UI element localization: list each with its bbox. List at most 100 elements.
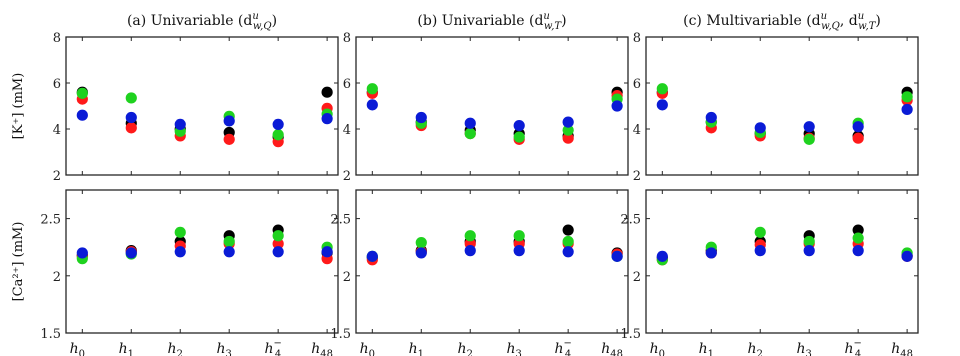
y-tick-label: 2.5 — [40, 213, 61, 228]
x-tick-label: h0 — [650, 341, 665, 356]
data-point — [852, 224, 864, 236]
y-tick-label: 2.5 — [620, 213, 641, 228]
data-point — [901, 250, 913, 262]
axes-frame — [645, 189, 919, 334]
y-tick-label: 2 — [633, 169, 641, 184]
y-tick-label: 2 — [53, 270, 61, 285]
data-point — [464, 117, 476, 129]
x-tick-label: h− 4 — [844, 338, 861, 356]
data-point — [611, 100, 623, 112]
data-point — [272, 118, 284, 130]
data-point — [415, 111, 427, 124]
data-point — [125, 122, 137, 134]
panel-title: (a) Univariable (du w,Q) — [127, 11, 277, 32]
panel-b-bottom: 1.5 2 2.5 h0 h1 h2 h3 h− 4 h48 — [330, 189, 629, 356]
data-point — [76, 247, 88, 259]
data-point — [803, 133, 815, 145]
data-point — [174, 246, 186, 258]
y-tick-label: 1.5 — [40, 327, 61, 342]
y-tick-label: 8 — [53, 31, 61, 46]
y-tick-label: 1.5 — [330, 327, 351, 342]
data-point — [754, 226, 766, 238]
data-point — [223, 133, 235, 145]
axes-frame — [65, 36, 339, 176]
data-point — [705, 247, 717, 259]
data-point — [464, 128, 476, 140]
axes-frame — [645, 36, 919, 176]
data-point — [76, 109, 88, 121]
x-tick-label: h− 4 — [264, 338, 281, 356]
y-tick-label: 1.5 — [620, 327, 641, 342]
data-point — [223, 235, 235, 248]
y-tick-label: 6 — [53, 77, 61, 92]
data-point — [852, 232, 864, 244]
y-tick-label: 2 — [53, 169, 61, 184]
axes-frame — [65, 189, 339, 334]
data-point — [754, 245, 766, 257]
y-tick-label: 8 — [633, 31, 641, 46]
y-tick-label: 8 — [343, 31, 351, 46]
y-tick-label: 6 — [633, 77, 641, 92]
data-point — [366, 250, 378, 262]
data-point — [125, 111, 137, 124]
data-point — [415, 237, 427, 249]
data-point — [656, 83, 668, 95]
data-point — [415, 247, 427, 259]
data-point — [513, 131, 525, 143]
x-tick-label: h3 — [216, 341, 231, 356]
data-point — [901, 103, 913, 116]
data-point — [125, 247, 137, 259]
y-axis-label: [Ca²⁺] (mM) — [11, 222, 26, 302]
y-tick-label: 2 — [633, 270, 641, 285]
x-tick-label: h48 — [311, 341, 333, 356]
data-point — [76, 87, 88, 99]
panel-c-top: 2 4 6 8 (c) Multivariable (du w,Q, du w,T) — [633, 11, 919, 184]
data-point — [321, 113, 333, 125]
x-tick-label: h1 — [409, 341, 424, 356]
data-point — [803, 121, 815, 133]
y-tick-label: 4 — [343, 123, 351, 138]
y-tick-label: 4 — [633, 123, 641, 138]
x-tick-label: h2 — [748, 341, 763, 356]
x-tick-label: h0 — [70, 341, 85, 356]
data-point — [803, 245, 815, 257]
data-point — [223, 115, 235, 127]
data-point — [174, 118, 186, 130]
y-axis-label: [K⁺] (mM) — [11, 73, 26, 140]
data-point — [852, 245, 864, 257]
data-point — [321, 246, 333, 258]
panel-title: (b) Univariable (du w,T) — [417, 11, 566, 32]
data-point — [272, 230, 284, 242]
data-point — [464, 230, 476, 242]
x-tick-label: h− 4 — [554, 338, 571, 356]
x-tick-label: h2 — [168, 341, 183, 356]
panel-c-bottom: 1.5 2 2.5 h0 h1 h2 h3 h− 4 h48 — [620, 189, 919, 356]
data-point — [562, 116, 574, 128]
data-point — [464, 245, 476, 257]
x-tick-label: h48 — [891, 341, 913, 356]
axes-frame — [355, 36, 629, 176]
y-tick-label: 4 — [53, 123, 61, 138]
y-tick-label: 2 — [343, 270, 351, 285]
x-tick-label: h1 — [699, 341, 714, 356]
data-point — [901, 91, 913, 103]
data-point — [321, 86, 333, 98]
data-point — [562, 132, 574, 144]
data-point — [852, 132, 864, 144]
data-point — [656, 250, 668, 262]
y-tick-label: 2 — [343, 169, 351, 184]
data-point — [174, 226, 186, 238]
x-tick-label: h2 — [458, 341, 473, 356]
y-tick-label: 6 — [343, 77, 351, 92]
panel-a-top: 2 4 6 8 (a) Univariable (du w,Q) [K⁺] (mM) — [11, 11, 339, 184]
axes-frame — [355, 189, 629, 334]
data-point — [125, 92, 137, 104]
data-point — [562, 246, 574, 258]
panel-b-top: 2 4 6 8 (b) Univariable (du w,T) — [343, 11, 629, 184]
x-tick-label: h1 — [119, 341, 134, 356]
data-point — [562, 224, 574, 236]
data-point — [366, 99, 378, 111]
data-point — [513, 230, 525, 242]
x-tick-label: h0 — [360, 341, 375, 356]
